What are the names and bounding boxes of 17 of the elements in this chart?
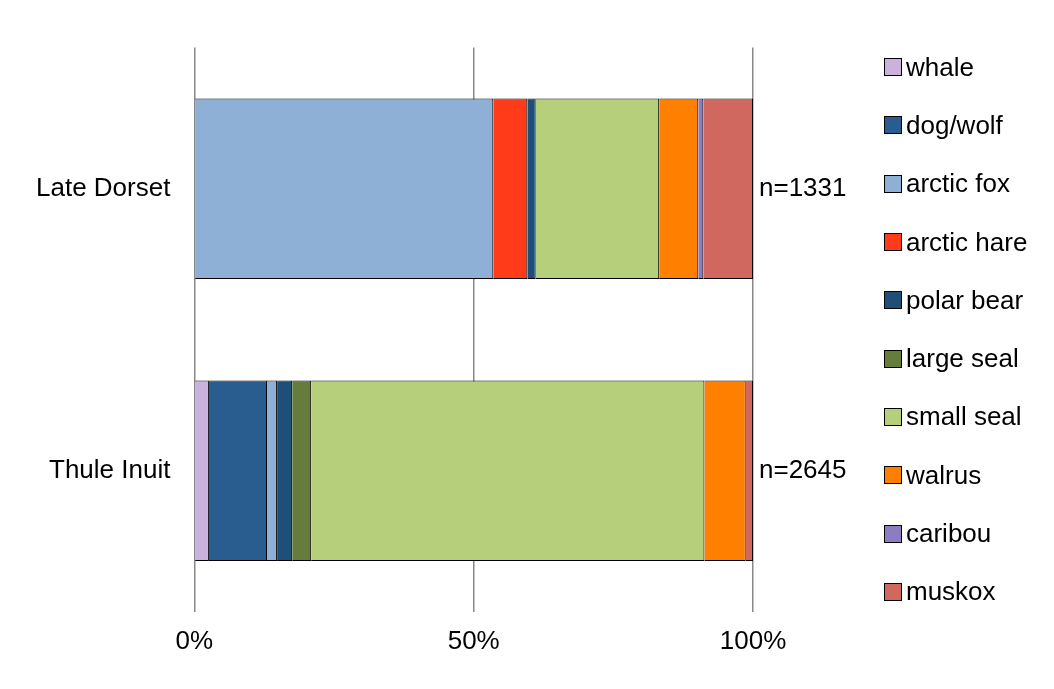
x-tick-label: 50% xyxy=(447,624,500,655)
legend-label: muskox xyxy=(906,576,996,608)
legend-label: caribou xyxy=(906,518,992,550)
legend-label: polar bear xyxy=(906,284,1024,316)
legend-label: small seal xyxy=(906,401,1022,433)
y-tick-label: Thule Inuit xyxy=(49,453,172,484)
legend-label: arctic fox xyxy=(906,168,1011,200)
annotation: n=1331 xyxy=(759,171,847,202)
legend-label: arctic hare xyxy=(906,226,1028,258)
legend-label: walrus xyxy=(906,459,982,491)
legend-label: whale xyxy=(906,51,974,83)
x-tick-label: 0% xyxy=(175,624,214,655)
legend-label: large seal xyxy=(906,343,1019,375)
annotation: n=2645 xyxy=(759,453,847,484)
x-tick-label: 100% xyxy=(719,624,787,655)
legend-label: dog/wolf xyxy=(906,109,1003,141)
y-tick-label: Late Dorset xyxy=(36,171,172,202)
